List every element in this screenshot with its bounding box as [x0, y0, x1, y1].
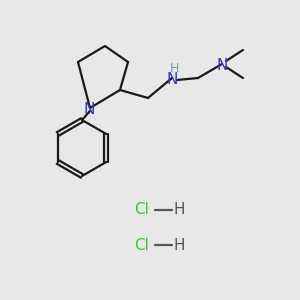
Text: H: H — [169, 62, 179, 76]
Text: H: H — [173, 202, 185, 217]
Text: N: N — [83, 103, 95, 118]
Text: N: N — [216, 58, 228, 74]
Text: N: N — [166, 73, 178, 88]
Text: H: H — [173, 238, 185, 253]
Text: Cl: Cl — [135, 238, 149, 253]
Text: Cl: Cl — [135, 202, 149, 217]
